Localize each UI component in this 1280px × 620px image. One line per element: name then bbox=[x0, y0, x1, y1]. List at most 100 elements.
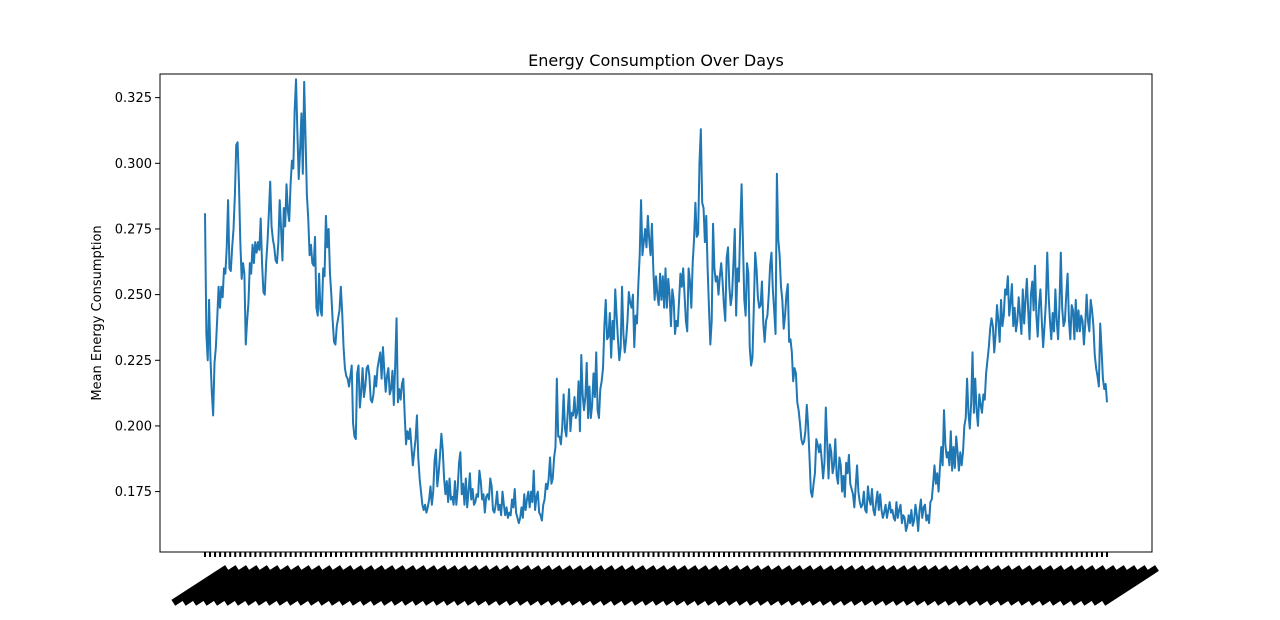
x-tick-label bbox=[192, 565, 250, 606]
x-tick-label bbox=[840, 565, 898, 606]
x-tick-label bbox=[307, 565, 365, 606]
y-tick-label: 0.275 bbox=[115, 222, 152, 237]
x-tick-label bbox=[725, 565, 783, 606]
x-tick-label bbox=[1038, 565, 1097, 606]
x-tick-label bbox=[369, 565, 428, 606]
x-tick-label bbox=[453, 565, 512, 606]
x-tick-label bbox=[620, 565, 679, 606]
x-tick-label bbox=[296, 565, 355, 606]
x-tick-label bbox=[1049, 565, 1107, 606]
x-tick-label bbox=[662, 565, 721, 606]
x-tick-label bbox=[704, 565, 762, 606]
x-tick-label bbox=[401, 565, 459, 606]
x-tick-label bbox=[265, 565, 323, 606]
x-tick-label bbox=[463, 565, 522, 606]
x-tick-label bbox=[955, 565, 1013, 606]
x-tick-label bbox=[923, 565, 982, 606]
x-tick-label bbox=[317, 565, 376, 606]
x-tick-label bbox=[829, 565, 888, 606]
x-tick-label bbox=[202, 565, 261, 606]
x-tick-label bbox=[558, 565, 616, 606]
x-tick-label bbox=[1059, 565, 1118, 606]
x-tick-label bbox=[735, 565, 794, 606]
x-tick-label bbox=[652, 565, 710, 606]
x-tick-label bbox=[537, 565, 595, 606]
x-tick-label bbox=[996, 565, 1055, 606]
y-tick-label: 0.200 bbox=[115, 419, 152, 434]
x-tick-label bbox=[767, 565, 825, 606]
x-tick-label bbox=[275, 565, 334, 606]
x-tick-label bbox=[1080, 565, 1139, 606]
x-tick-label bbox=[338, 565, 397, 606]
series-line-0 bbox=[204, 78, 1108, 532]
x-tick-label bbox=[610, 565, 668, 606]
x-tick-label bbox=[234, 565, 292, 606]
x-tick-label bbox=[286, 565, 344, 606]
x-tick-label bbox=[349, 565, 407, 606]
x-tick-label bbox=[432, 565, 491, 606]
x-tick-label bbox=[777, 565, 835, 606]
x-tick-label bbox=[181, 565, 240, 606]
x-tick-label bbox=[589, 565, 647, 606]
x-tick-label bbox=[484, 565, 543, 606]
x-tick-label bbox=[881, 565, 940, 606]
x-tick-label bbox=[976, 565, 1034, 606]
x-tick-label bbox=[986, 565, 1044, 606]
x-tick-label bbox=[578, 565, 637, 606]
x-tick-label bbox=[1101, 565, 1159, 606]
y-tick-label: 0.250 bbox=[115, 288, 152, 303]
x-tick-label bbox=[808, 565, 867, 606]
plot-area bbox=[204, 78, 1108, 532]
x-tick-label bbox=[213, 565, 271, 606]
x-tick-label bbox=[568, 565, 626, 606]
x-tick-label bbox=[505, 565, 564, 606]
x-tick-label bbox=[1017, 565, 1076, 606]
x-tick-label bbox=[787, 565, 846, 606]
x-tick-label bbox=[474, 565, 532, 606]
y-tick-label: 0.175 bbox=[115, 485, 152, 500]
x-tick-label bbox=[422, 565, 480, 606]
x-tick-label bbox=[1090, 565, 1149, 606]
x-axis bbox=[171, 552, 1159, 606]
x-tick-label bbox=[892, 565, 950, 606]
x-tick-label bbox=[798, 565, 856, 606]
x-tick-label bbox=[1028, 565, 1086, 606]
x-tick-label bbox=[495, 565, 553, 606]
x-tick-label bbox=[965, 565, 1024, 606]
x-tick-label bbox=[599, 565, 658, 606]
x-tick-label bbox=[255, 565, 313, 606]
x-tick-label bbox=[411, 565, 470, 606]
x-tick-label bbox=[819, 565, 877, 606]
x-tick-label bbox=[380, 565, 438, 606]
y-tick-label: 0.300 bbox=[115, 157, 152, 172]
y-tick-label: 0.225 bbox=[115, 354, 152, 369]
x-tick-label bbox=[934, 565, 992, 606]
x-tick-label bbox=[1007, 565, 1065, 606]
chart-title: Energy Consumption Over Days bbox=[528, 51, 784, 70]
x-tick-label bbox=[526, 565, 585, 606]
x-tick-label bbox=[516, 565, 574, 606]
x-tick-label bbox=[944, 565, 1003, 606]
x-tick-label bbox=[390, 565, 449, 606]
x-tick-label bbox=[871, 565, 930, 606]
x-tick-label bbox=[672, 565, 731, 606]
x-tick-label bbox=[223, 565, 282, 606]
x-tick-label bbox=[850, 565, 909, 606]
y-axis: 0.175 0.200 0.225 0.250 0.275 0.300 0.325 bbox=[115, 91, 160, 500]
y-tick-label: 0.325 bbox=[115, 91, 152, 106]
x-tick-label bbox=[861, 565, 919, 606]
x-tick-label bbox=[746, 565, 804, 606]
x-tick-label bbox=[756, 565, 815, 606]
plot-frame bbox=[159, 73, 1153, 553]
x-tick-label bbox=[547, 565, 606, 606]
x-tick-label bbox=[171, 565, 229, 606]
x-tick-label bbox=[443, 565, 501, 606]
x-tick-label bbox=[693, 565, 752, 606]
x-tick-label bbox=[902, 565, 961, 606]
x-tick-label bbox=[714, 565, 773, 606]
x-tick-label bbox=[244, 565, 303, 606]
y-axis-label: Mean Energy Consumption bbox=[90, 225, 105, 400]
x-tick-label bbox=[359, 565, 417, 606]
